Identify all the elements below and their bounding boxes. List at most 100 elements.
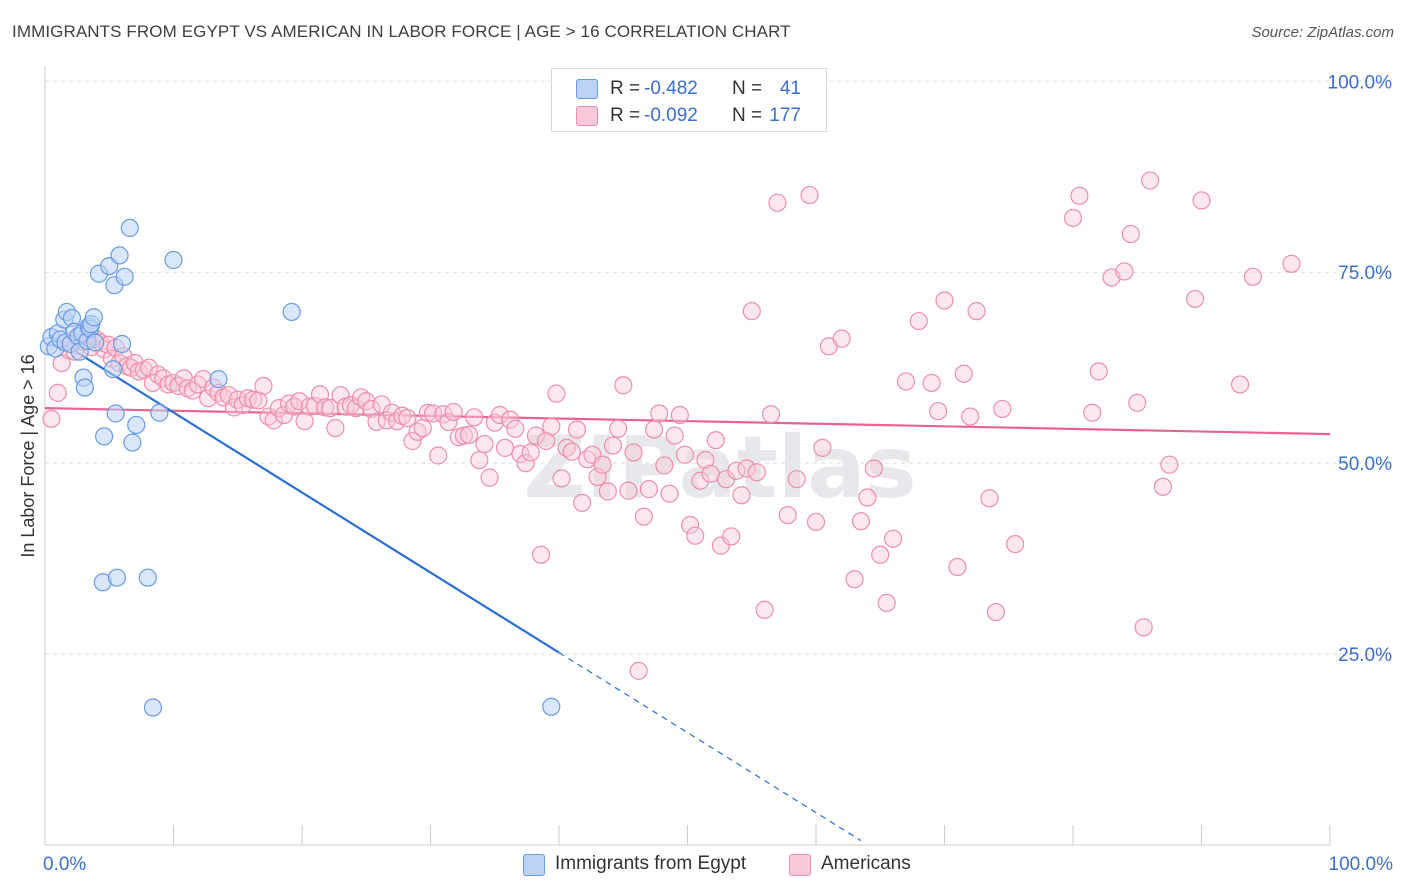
source-label: Source: ZipAtlas.com: [1251, 24, 1394, 41]
americans-point: [696, 450, 715, 470]
americans-point: [593, 455, 612, 474]
americans-point: [1230, 375, 1250, 394]
americans-point: [883, 529, 903, 548]
americans-point: [1089, 362, 1108, 381]
chart-title: IMMIGRANTS FROM EGYPT VS AMERICAN IN LAB…: [12, 22, 791, 41]
americans-point: [1070, 186, 1089, 205]
egypt-point: [104, 360, 123, 379]
americans-point: [948, 557, 967, 577]
egypt-point: [542, 697, 561, 716]
americans-point: [755, 600, 774, 619]
americans-point: [125, 353, 145, 373]
americans-point: [706, 431, 725, 450]
americans-point: [326, 418, 345, 438]
americans-legend-swatch: [789, 854, 811, 876]
americans-point: [490, 405, 509, 425]
americans-point: [993, 399, 1012, 419]
americans-point: [691, 471, 710, 490]
americans-point: [655, 456, 674, 475]
egypt-point: [164, 250, 183, 270]
americans-point: [398, 408, 417, 428]
americans-trend-line: [44, 407, 1331, 436]
americans-point: [935, 291, 954, 310]
americans-point: [701, 464, 720, 483]
americans-point: [877, 593, 896, 612]
r-value: -0.092: [644, 105, 698, 126]
egypt-point: [112, 334, 132, 354]
x-tick-label: 0.0%: [43, 854, 86, 875]
egypt-point: [282, 302, 301, 322]
americans-point: [1128, 393, 1147, 412]
americans-point: [639, 480, 659, 499]
americans-point: [675, 445, 695, 464]
americans-point: [922, 373, 941, 393]
americans-point: [768, 193, 787, 212]
americans-point: [42, 409, 61, 428]
americans-point: [1063, 208, 1083, 228]
americans-point: [459, 425, 479, 444]
egypt-point: [138, 568, 157, 587]
americans-point: [1192, 191, 1211, 210]
americans-point: [1185, 289, 1205, 309]
americans-point: [1243, 267, 1263, 286]
americans-point: [967, 302, 986, 321]
americans-point: [418, 403, 438, 422]
legend-row-americans: R = -0.092 N = 177: [552, 102, 826, 128]
americans-point: [800, 185, 819, 205]
americans-point: [1121, 224, 1140, 244]
n-label: N =: [732, 78, 763, 99]
americans-point: [686, 526, 705, 545]
egypt-point: [86, 333, 105, 352]
americans-legend-label: Americans: [821, 853, 911, 874]
americans-point: [598, 482, 617, 501]
y-tick-label: 75.0%: [1338, 263, 1392, 284]
egypt-point: [75, 378, 94, 397]
legend-row-egypt: R = -0.482 N = 41: [552, 75, 826, 101]
americans-point: [516, 454, 535, 473]
americans-point: [341, 395, 360, 415]
egypt-point: [209, 370, 228, 389]
americans-point: [321, 399, 340, 418]
americans-point: [737, 459, 756, 478]
egypt-trend-extension: [558, 652, 862, 842]
americans-point: [1282, 254, 1301, 273]
americans-point: [199, 389, 218, 408]
n-label: N =: [732, 105, 763, 126]
americans-point: [413, 418, 432, 438]
americans-point: [722, 527, 741, 546]
americans-point: [864, 459, 883, 478]
americans-point: [650, 404, 669, 423]
americans-point: [454, 426, 474, 445]
egypt-point: [84, 308, 103, 327]
americans-point: [526, 426, 545, 445]
americans-point: [387, 412, 407, 431]
r-value: -0.482: [644, 78, 698, 99]
americans-point: [1140, 171, 1160, 190]
series-legend: Immigrants from Egypt Americans: [0, 852, 1406, 878]
americans-points: [42, 171, 1301, 680]
egypt-point: [127, 415, 146, 435]
egypt-point: [106, 404, 125, 423]
egypt-points: [39, 218, 561, 717]
americans-point: [742, 302, 761, 321]
egypt-point: [107, 568, 127, 587]
americans-point: [300, 397, 319, 416]
y-tick-label: 100.0%: [1328, 72, 1393, 93]
americans-point: [1115, 262, 1134, 281]
grid-lines: [45, 80, 1390, 655]
americans-point: [346, 399, 366, 418]
americans-point: [1083, 403, 1102, 422]
americans-point: [139, 358, 159, 377]
americans-point: [619, 481, 638, 500]
americans-point: [603, 436, 623, 455]
y-tick-label: 50.0%: [1338, 454, 1392, 475]
x-tick-label: 100.0%: [1329, 854, 1394, 875]
americans-point: [680, 515, 700, 535]
americans-point: [1160, 455, 1179, 474]
y-tick-label: 25.0%: [1338, 645, 1392, 666]
trend-lines: [44, 333, 1331, 842]
americans-point: [778, 505, 797, 525]
americans-point: [495, 438, 515, 457]
americans-point: [439, 412, 458, 431]
